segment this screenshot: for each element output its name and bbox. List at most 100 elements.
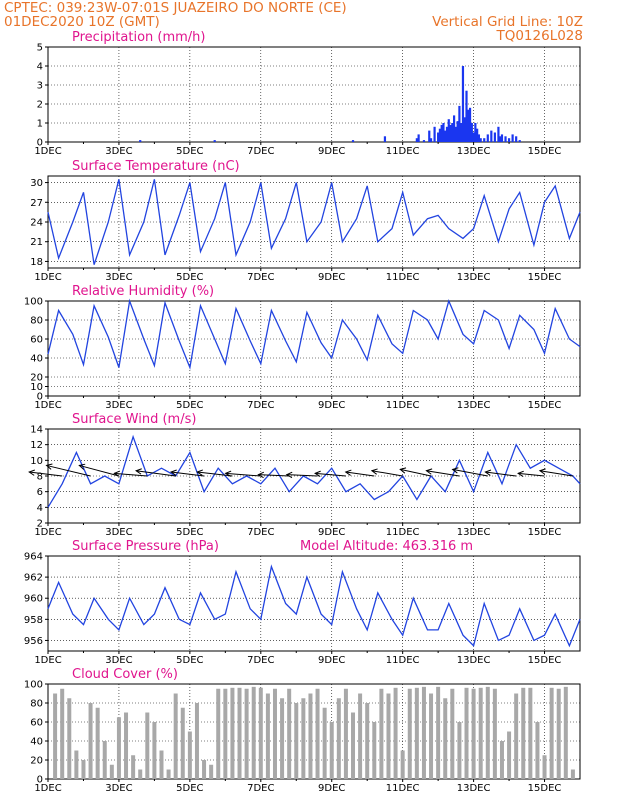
wind-vector-head — [28, 469, 35, 476]
wind-vector-head — [370, 468, 378, 475]
precip-bar — [463, 117, 466, 142]
cloud-bar — [386, 693, 391, 779]
precip-bar — [428, 130, 431, 142]
precip-bar — [460, 123, 463, 142]
y-tick-label: 100 — [24, 680, 43, 691]
cloud-bar — [173, 693, 178, 779]
wind-vector — [286, 474, 318, 477]
precip-bar — [515, 136, 518, 142]
y-tick-label: 1 — [37, 119, 43, 130]
precip-bar — [417, 134, 420, 142]
y-tick-label: 18 — [30, 257, 43, 268]
panel-title: Precipitation (mm/h) — [72, 30, 205, 45]
y-tick-label: 962 — [24, 573, 43, 584]
cloud-bar — [329, 722, 334, 779]
precip-bar — [467, 109, 470, 142]
x-tick-label: 7DEC — [247, 527, 274, 538]
x-tick-label: 7DEC — [247, 655, 274, 666]
panel-5: 1DEC 3DEC 5DEC 7DEC 9DEC 11DEC 13DEC 15DEC 956 95… — [24, 539, 581, 666]
precip-bar — [497, 126, 500, 142]
x-tick-label: 9DEC — [318, 146, 345, 157]
cloud-bar — [365, 703, 370, 779]
cloud-bar — [74, 750, 79, 779]
cloud-bar — [400, 750, 405, 779]
cloud-bar — [102, 741, 107, 779]
cloud-bar — [471, 688, 476, 779]
y-tick-label: 956 — [24, 636, 43, 647]
y-tick-label: 80 — [30, 316, 43, 327]
cloud-bar — [308, 693, 313, 779]
y-tick-label: 6 — [37, 487, 43, 498]
x-tick-label: 13DEC — [457, 783, 491, 794]
wind-vector — [518, 472, 545, 477]
cloud-bar — [499, 741, 504, 779]
y-tick-label: 14 — [30, 425, 43, 436]
x-tick-label: 5DEC — [176, 527, 203, 538]
cloud-bar — [244, 688, 249, 779]
cloud-bar — [478, 687, 483, 779]
cloud-bar — [436, 686, 441, 779]
cloud-bar — [202, 760, 207, 779]
y-tick-label: 10 — [30, 382, 43, 393]
y-tick-label: 0 — [37, 138, 43, 149]
x-tick-label: 1DEC — [34, 783, 61, 794]
series-line — [47, 434, 581, 508]
cloud-bar — [88, 703, 93, 779]
cloud-bar — [272, 688, 277, 779]
x-tick-label: 1DEC — [34, 655, 61, 666]
precip-bar — [437, 132, 440, 142]
x-tick-label: 15DEC — [528, 400, 562, 411]
precip-bar — [486, 134, 489, 142]
wind-vector — [46, 464, 91, 477]
wind-vector-head — [134, 468, 142, 475]
cloud-bar — [152, 722, 157, 779]
panel-title: Surface Temperature (nC) — [72, 159, 240, 174]
x-tick-label: 11DEC — [386, 272, 420, 283]
cloud-bar — [549, 687, 554, 779]
precip-bar — [499, 136, 502, 142]
x-tick-label: 15DEC — [528, 146, 562, 157]
panel-4: 1DEC 3DEC 5DEC 7DEC 9DEC 11DEC 13DEC 15DEC 2 4 6 8 1… — [28, 412, 581, 538]
wind-vector — [539, 470, 573, 477]
x-tick-label: 1DEC — [34, 272, 61, 283]
precip-bar — [458, 105, 461, 142]
precip-bar — [447, 119, 450, 142]
cloud-bar — [464, 687, 469, 779]
precip-bar — [518, 140, 521, 142]
wind-vector-head — [517, 470, 524, 478]
cloud-bar — [563, 686, 568, 779]
x-tick-label: 3DEC — [105, 400, 132, 411]
y-tick-label: 60 — [30, 718, 43, 729]
cloud-bar — [315, 688, 320, 779]
y-tick-label: 4 — [37, 62, 43, 73]
precip-bar — [490, 130, 493, 142]
precip-bar — [438, 128, 442, 142]
precip-bar — [500, 134, 504, 142]
cloud-bar — [457, 722, 462, 779]
precip-bar — [351, 140, 355, 142]
cloud-bar — [322, 707, 327, 779]
precip-bar — [493, 132, 496, 142]
x-tick-label: 13DEC — [457, 527, 491, 538]
wind-vector-head — [399, 467, 407, 474]
wind-vector — [345, 471, 375, 477]
precip-bar — [452, 115, 456, 142]
cloud-bar — [258, 687, 263, 779]
wind-vector — [258, 474, 290, 477]
panel-frame — [47, 555, 581, 652]
x-tick-label: 9DEC — [318, 400, 345, 411]
precip-bar — [451, 123, 454, 142]
x-tick-label: 7DEC — [247, 400, 274, 411]
wind-vector-head — [45, 463, 53, 470]
x-tick-label: 5DEC — [176, 272, 203, 283]
cloud-bar — [209, 764, 214, 779]
cloud-bar — [287, 688, 292, 779]
x-tick-label: 3DEC — [105, 655, 132, 666]
y-tick-label: 958 — [24, 615, 43, 626]
cloud-bar — [372, 722, 377, 779]
cloud-bar — [223, 688, 228, 779]
x-tick-label: 13DEC — [457, 146, 491, 157]
precip-bar — [444, 130, 447, 142]
y-tick-label: 60 — [30, 335, 43, 346]
y-tick-label: 8 — [37, 472, 43, 483]
